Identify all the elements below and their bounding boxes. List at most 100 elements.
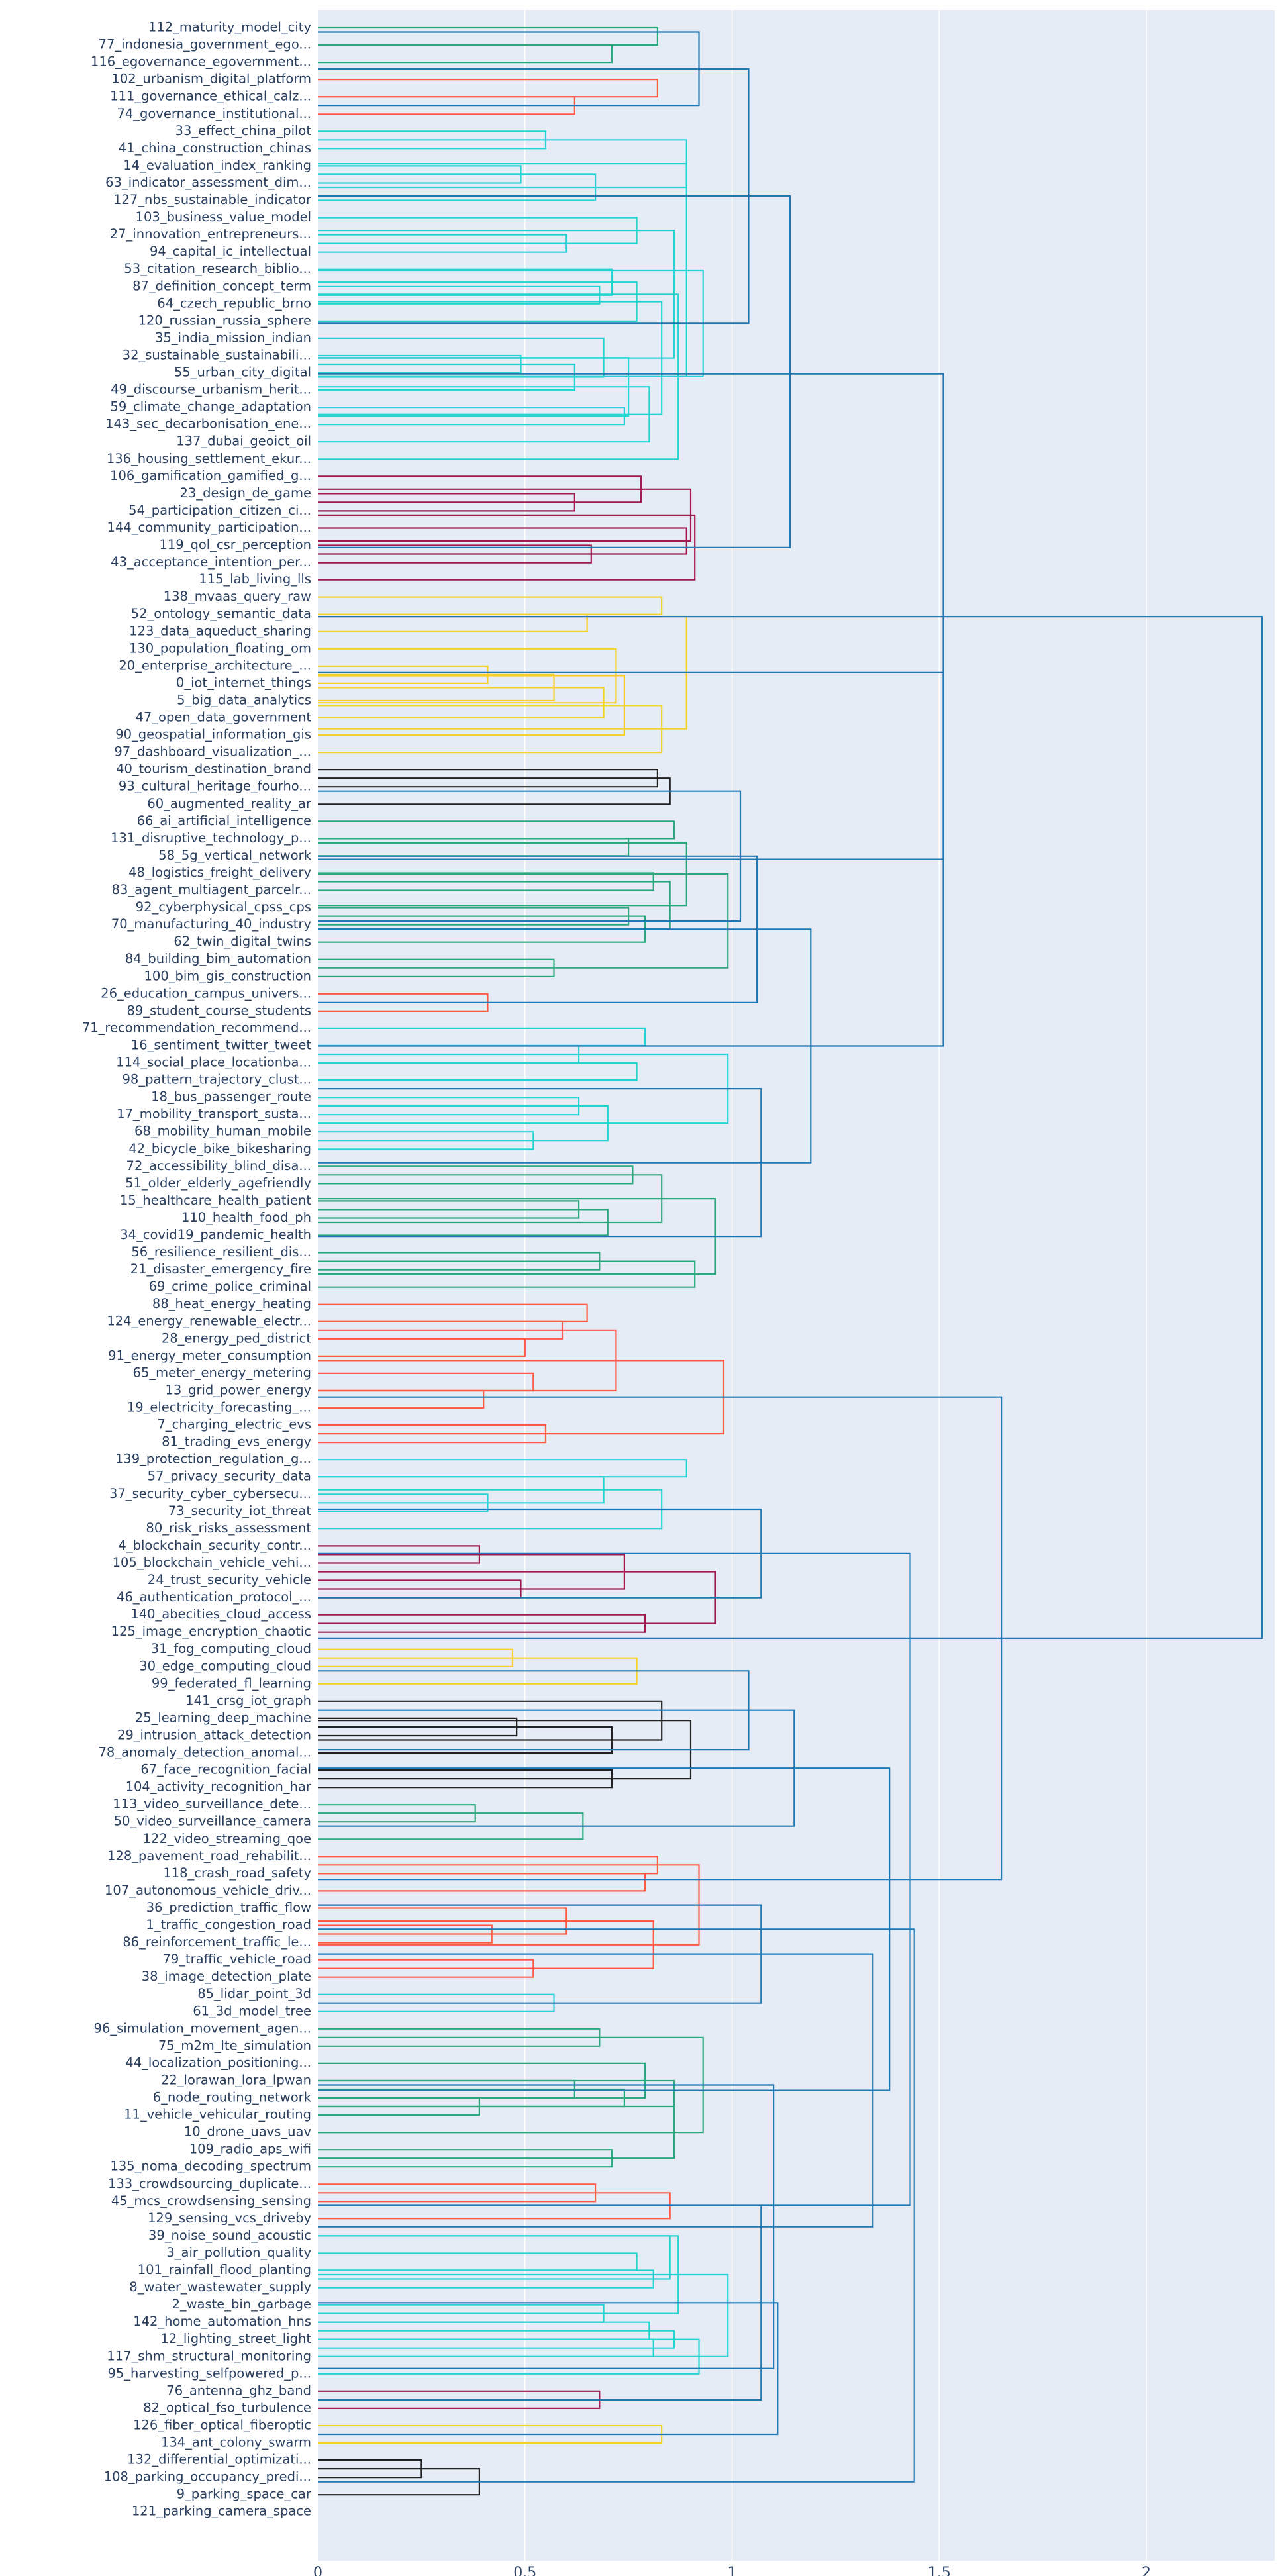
leaf-label: 74_governance_institutional... (117, 106, 311, 121)
leaf-label: 52_ontology_semantic_data (131, 606, 311, 621)
leaf-label: 4_blockchain_security_contr... (118, 1538, 311, 1553)
dendrogram-link (318, 1873, 646, 1892)
plot-background (318, 10, 1275, 2561)
leaf-label: 36_prediction_traffic_flow (146, 1900, 311, 1915)
leaf-label: 117_shm_structural_monitoring (107, 2348, 311, 2363)
leaf-label: 81_trading_evs_energy (162, 1434, 311, 1450)
leaf-label: 3_air_pollution_quality (166, 2245, 311, 2260)
leaf-label: 14_evaluation_index_ranking (123, 158, 311, 173)
leaf-label: 101_rainfall_flood_planting (138, 2262, 311, 2277)
leaf-label: 142_home_automation_hns (133, 2314, 311, 2329)
leaf-label: 141_crsg_iot_graph (185, 1693, 311, 1708)
leaf-label: 13_grid_power_energy (166, 1382, 311, 1397)
leaf-label: 113_video_surveillance_dete... (113, 1797, 311, 1812)
leaf-label: 64_czech_republic_brno (157, 295, 311, 311)
leaf-label: 5_big_data_analytics (177, 692, 311, 707)
leaf-label: 50_video_surveillance_camera (114, 1814, 311, 1829)
leaf-label: 134_ant_colony_swarm (161, 2435, 311, 2450)
leaf-label: 89_student_course_students (127, 1003, 312, 1018)
leaf-label: 63_indicator_assessment_dim... (105, 175, 311, 190)
leaf-label: 19_electricity_forecasting_... (127, 1400, 311, 1415)
leaf-label: 122_video_streaming_qoe (142, 1831, 311, 1846)
leaf-label: 66_ai_artificial_intelligence (137, 813, 311, 828)
leaf-label: 107_autonomous_vehicle_driv... (105, 1883, 311, 1898)
leaf-label: 121_parking_camera_space (132, 2504, 311, 2519)
leaf-label: 129_sensing_vcs_driveby (148, 2210, 311, 2226)
leaf-label: 47_open_data_government (135, 710, 311, 725)
leaf-label: 93_cultural_heritage_fourho... (119, 779, 311, 794)
leaf-label: 29_intrusion_attack_detection (117, 1727, 311, 1742)
leaf-label: 105_blockchain_vehicle_vehi... (113, 1555, 311, 1570)
leaf-label: 57_privacy_security_data (148, 1469, 311, 1484)
leaf-label: 82_optical_fso_turbulence (143, 2400, 311, 2415)
leaf-label: 83_agent_multiagent_parcelr... (112, 882, 311, 897)
leaf-label: 6_node_routing_network (153, 2090, 312, 2105)
leaf-label: 73_security_iot_threat (168, 1503, 311, 1518)
leaf-label: 112_maturity_model_city (148, 20, 311, 35)
leaf-label: 118_crash_road_safety (163, 1865, 311, 1881)
leaf-label: 126_fiber_optical_fiberoptic (133, 2417, 311, 2432)
leaf-label: 87_definition_concept_term (132, 278, 311, 293)
leaf-label: 67_face_recognition_facial (140, 1762, 311, 1777)
leaf-label: 0_iot_internet_things (176, 675, 311, 690)
dendrogram-link (318, 44, 613, 64)
leaf-label: 100_bim_gis_construction (144, 968, 311, 983)
leaf-label: 26_education_campus_univers... (101, 985, 311, 1001)
leaf-label: 10_drone_uavs_uav (184, 2124, 311, 2140)
leaf-label: 77_indonesia_government_ego... (99, 37, 311, 52)
leaf-label: 30_edge_computing_cloud (139, 1658, 311, 1673)
leaf-label: 22_lorawan_lora_lpwan (161, 2072, 311, 2087)
leaf-label: 97_dashboard_visualization_... (114, 744, 311, 760)
leaf-label: 114_social_place_locationba... (116, 1055, 311, 1070)
leaf-label: 125_image_encryption_chaotic (111, 1624, 311, 1639)
leaf-label: 51_older_elderly_agefriendly (125, 1175, 311, 1191)
leaf-label: 95_harvesting_selfpowered_p... (107, 2365, 311, 2381)
leaf-label: 84_building_bim_automation (125, 951, 311, 966)
leaf-label: 128_pavement_road_rehabilit... (107, 1848, 311, 1863)
leaf-label: 106_gamification_gamified_g... (110, 468, 311, 483)
leaf-label: 34_covid19_pandemic_health (120, 1227, 311, 1242)
leaf-label: 55_urban_city_digital (174, 365, 311, 380)
leaf-label: 102_urbanism_digital_platform (111, 72, 311, 87)
leaf-label: 17_mobility_transport_susta... (117, 1107, 311, 1122)
leaf-label: 1_traffic_congestion_road (146, 1917, 311, 1932)
leaf-label: 115_lab_living_lls (199, 571, 311, 587)
leaf-label: 132_differential_optimizati... (127, 2452, 311, 2467)
leaf-label: 92_cyberphysical_cpss_cps (136, 899, 311, 915)
x-axis-ticks: 0 0.5 1 1.5 2 (313, 2565, 1151, 2576)
leaf-label: 7_charging_electric_evs (157, 1417, 311, 1432)
leaf-label: 8_water_wastewater_supply (129, 2279, 311, 2295)
leaf-label: 91_energy_meter_consumption (108, 1348, 311, 1363)
leaf-label: 45_mcs_crowdsensing_sensing (111, 2193, 311, 2208)
leaf-label: 40_tourism_destination_brand (116, 762, 311, 777)
dendrogram-link (318, 1062, 638, 1081)
dendrogram-link (318, 1338, 526, 1357)
leaf-label: 15_healthcare_health_patient (120, 1193, 312, 1208)
leaf-label: 99_federated_fl_learning (152, 1675, 311, 1691)
leaf-label: 86_reinforcement_traffic_le... (123, 1934, 311, 1950)
leaf-label: 94_capital_ic_intellectual (150, 244, 311, 259)
leaf-label: 23_design_de_game (180, 485, 311, 501)
leaf-label: 76_antenna_ghz_band (166, 2383, 311, 2398)
leaf-label: 119_qol_csr_perception (159, 537, 311, 552)
leaf-label: 32_sustainable_sustainabili... (123, 347, 311, 362)
leaf-label: 31_fog_computing_cloud (151, 1641, 311, 1656)
leaf-label: 61_3d_model_tree (193, 2003, 311, 2018)
leaf-label: 68_mobility_human_mobile (134, 1124, 311, 1139)
leaf-label: 49_discourse_urbanism_herit... (111, 382, 311, 397)
leaf-label: 80_risk_risks_assessment (146, 1520, 311, 1536)
leaf-label: 54_participation_citizen_ci... (128, 503, 311, 518)
leaf-label: 136_housing_settlement_ekur... (107, 451, 311, 466)
leaf-label: 72_accessibility_blind_disa... (126, 1158, 311, 1173)
leaf-label: 38_image_detection_plate (142, 1969, 311, 1984)
leaf-label: 39_noise_sound_acoustic (148, 2228, 311, 2243)
leaf-label: 37_security_cyber_cybersecu... (109, 1486, 311, 1501)
grid-lines (524, 10, 1147, 2561)
leaf-label: 59_climate_change_adaptation (110, 399, 311, 415)
leaf-label: 96_simulation_movement_agen... (94, 2020, 311, 2036)
leaf-label: 56_resilience_resilient_dis... (131, 1244, 311, 1260)
leaf-label: 110_health_food_ph (181, 1210, 311, 1225)
leaf-label: 135_noma_decoding_spectrum (110, 2159, 311, 2174)
leaf-label: 103_business_value_model (136, 209, 311, 224)
